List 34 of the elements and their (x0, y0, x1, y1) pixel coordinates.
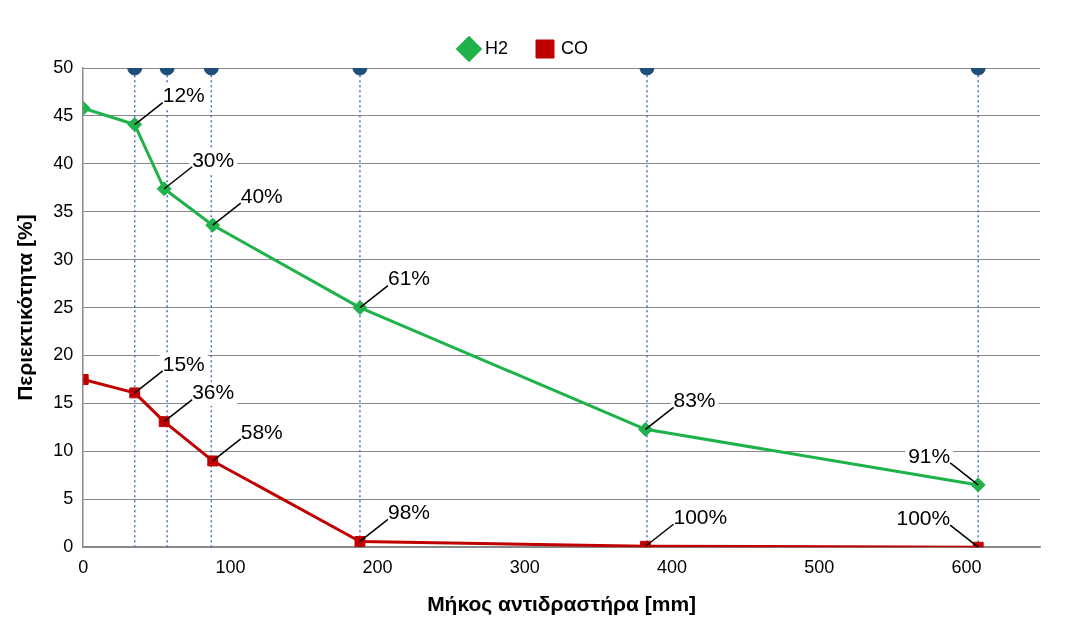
y-axis-title: Περιεκτικότητα [%] (13, 214, 37, 401)
annotation: 15% (162, 351, 205, 375)
y-tick-label: 30 (53, 248, 74, 269)
y-tick-label: 35 (53, 200, 74, 221)
annotation: 100% (896, 506, 951, 529)
annotation: 61% (387, 266, 430, 290)
y-tick-label: 15 (53, 392, 74, 413)
y-tick-label: 40 (53, 152, 74, 173)
y-tick-label: 20 (53, 344, 74, 365)
annotation: 98% (387, 500, 430, 524)
annotation: 91% (908, 443, 951, 467)
y-tick-label: 0 (63, 536, 74, 557)
x-tick-label: 100 (215, 556, 246, 577)
legend-label: H2 (485, 37, 509, 58)
x-axis-title: Μήκος αντιδραστήρα [mm] (427, 592, 697, 617)
x-tick-label: 500 (804, 556, 835, 577)
y-tick-label: 5 (63, 488, 74, 509)
annotation: 83% (673, 388, 716, 412)
y-tick-label: 50 (53, 56, 74, 77)
annotation: 58% (240, 419, 283, 443)
x-tick-label: 300 (509, 556, 540, 577)
x-tick-label: 600 (951, 556, 982, 577)
annotation: 100% (673, 505, 728, 529)
annotation: 30% (192, 147, 235, 171)
annotation: 36% (192, 380, 235, 404)
annotation: 40% (240, 183, 283, 207)
x-tick-label: 400 (656, 556, 688, 577)
annotation: 12% (162, 83, 205, 107)
x-tick-label: 0 (78, 556, 89, 577)
y-tick-label: 45 (53, 104, 74, 125)
x-tick-label: 200 (362, 556, 393, 577)
legend-label: CO (561, 37, 588, 58)
y-tick-label: 10 (53, 440, 74, 461)
y-tick-label: 25 (53, 296, 74, 317)
